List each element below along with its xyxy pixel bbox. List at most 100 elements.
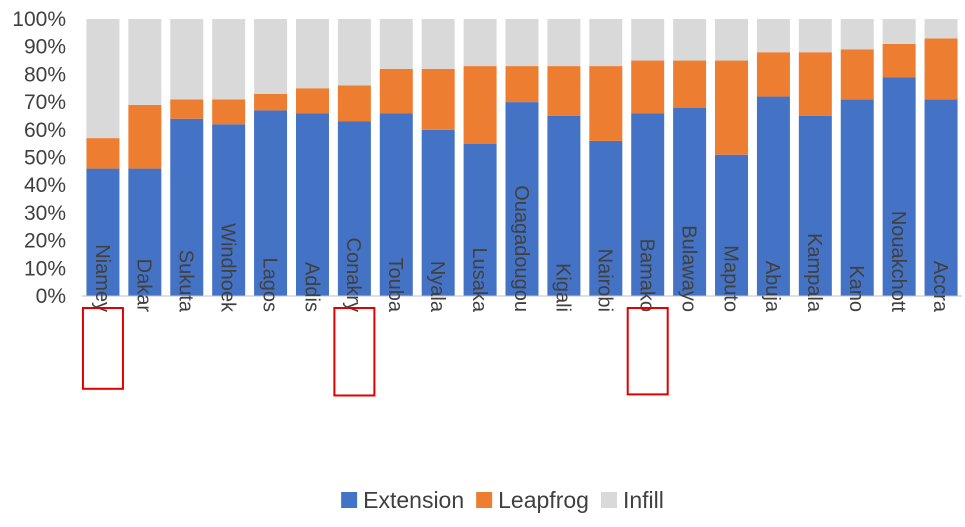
bar-extension-lagos (254, 110, 288, 296)
x-tick-label-nouakchott: Nouakchott (887, 211, 909, 313)
bar-extension-accra (924, 99, 958, 296)
bar-leapfrog-nyala (421, 68, 455, 130)
bar-leapfrog-sukuta (170, 99, 204, 119)
bar-infill-bamako (631, 19, 665, 61)
bar-leapfrog-bulawayo (673, 60, 707, 108)
legend-item-leapfrog: Leapfrog (476, 487, 589, 513)
bar-infill-kigali (547, 19, 581, 67)
x-tick-label-abuja: Abuja (761, 261, 783, 313)
bar-leapfrog-niamey (86, 138, 120, 169)
legend-label-extension: Extension (363, 487, 464, 513)
bar-infill-abuja (756, 19, 790, 53)
bar-leapfrog-maputo (715, 60, 749, 155)
y-tick-label: 20% (24, 230, 66, 253)
bar-extension-kigali (547, 115, 581, 296)
x-tick-label-niamey: Niamey (91, 244, 113, 312)
y-tick-label: 0% (36, 285, 66, 308)
bar-extension-nyala (421, 129, 455, 296)
y-tick-labels: 0% 10% 20% 30% 40% 50% 60% 70% 80% 90% 100% (12, 8, 66, 308)
bar-infill-kampala (798, 19, 832, 53)
bar-infill-bulawayo (673, 19, 707, 61)
y-tick-label: 30% (24, 202, 66, 225)
bar-leapfrog-lusaka (463, 66, 497, 144)
bar-extension-maputo (715, 154, 749, 296)
y-tick-label: 10% (24, 257, 66, 280)
bar-infill-accra (924, 19, 958, 39)
bar-leapfrog-nouakchott (882, 43, 916, 78)
bar-infill-ouagadougou (505, 19, 539, 67)
bar-leapfrog-bamako (631, 60, 665, 114)
x-tick-label-accra: Accra (929, 261, 951, 313)
legend-label-leapfrog: Leapfrog (498, 487, 589, 513)
y-tick-label: 90% (24, 36, 66, 59)
bar-leapfrog-kano (840, 49, 874, 100)
x-tick-label-windhoek: Windhoek (216, 223, 238, 313)
bar-extension-lusaka (463, 143, 497, 296)
bar-leapfrog-lagos (254, 93, 288, 111)
x-tick-label-lusaka: Lusaka (468, 248, 490, 313)
x-tick-label-addis: Addis (300, 262, 322, 312)
legend-item-extension: Extension (341, 487, 464, 513)
legend-swatch-extension (341, 492, 358, 508)
bar-leapfrog-kigali (547, 66, 581, 116)
bar-extension-dakar (128, 168, 162, 296)
bar-infill-nyala (421, 19, 455, 69)
x-tick-label-sukuta: Sukuta (175, 250, 197, 313)
x-tick-label-conakry: Conakry (342, 238, 364, 312)
bar-infill-lagos (254, 19, 288, 94)
bar-infill-windhoek (212, 19, 246, 100)
x-tick-label-kano: Kano (845, 265, 867, 312)
legend: Extension Leapfrog Infill (341, 487, 664, 513)
x-tick-label-kampala: Kampala (803, 233, 825, 313)
bar-infill-maputo (715, 19, 749, 61)
y-tick-label: 40% (24, 174, 66, 197)
x-tick-labels: Niamey Dakar Sukuta Windhoek Lagos Addis Conak… (91, 185, 951, 313)
y-tick-label: 50% (24, 147, 66, 170)
bar-infill-kano (840, 19, 874, 50)
bar-extension-sukuta (170, 118, 204, 296)
x-tick-label-dakar: Dakar (133, 259, 155, 313)
legend-swatch-infill (600, 492, 617, 508)
y-tick-label: 80% (24, 63, 66, 86)
bar-extension-ouagadougou (505, 102, 539, 296)
x-tick-label-nyala: Nyala (426, 261, 448, 313)
bar-extension-bulawayo (673, 107, 707, 296)
highlight-box-niamey (81, 307, 124, 390)
x-tick-label-bamako: Bamako (636, 239, 658, 312)
x-tick-label-nairobi: Nairobi (594, 249, 616, 312)
highlight-box-conakry (333, 307, 376, 397)
bar-extension-addis (295, 113, 329, 297)
bar-infill-dakar (128, 19, 162, 105)
x-tick-label-ouagadougou: Ouagadougou (510, 185, 532, 312)
x-tick-label-lagos: Lagos (258, 258, 280, 313)
bar-extension-windhoek (212, 124, 246, 296)
bar-infill-lusaka (463, 19, 497, 67)
bar-leapfrog-abuja (756, 52, 790, 97)
bar-infill-nairobi (589, 19, 623, 67)
bar-extension-abuja (756, 96, 790, 296)
highlight-box-bamako (626, 307, 669, 396)
bar-infill-conakry (337, 19, 371, 86)
bar-leapfrog-kampala (798, 52, 832, 116)
bar-infill-nouakchott (882, 19, 916, 44)
highlight-boxes (81, 307, 669, 397)
x-tick-label-bulawayo: Bulawayo (677, 225, 699, 312)
bar-infill-niamey (86, 19, 120, 139)
x-tick-label-maputo: Maputo (719, 245, 741, 312)
bar-leapfrog-ouagadougou (505, 66, 539, 103)
bar-leapfrog-touba (379, 68, 413, 114)
y-tick-label: 100% (12, 8, 66, 31)
x-tick-label-touba: Touba (384, 258, 406, 313)
bar-extension-niamey (86, 168, 120, 296)
bar-infill-sukuta (170, 19, 204, 100)
bar-leapfrog-nairobi (589, 66, 623, 141)
legend-item-infill: Infill (600, 487, 664, 513)
bar-leapfrog-addis (295, 88, 329, 114)
bar-infill-addis (295, 19, 329, 89)
bar-leapfrog-dakar (128, 104, 162, 169)
bar-extension-kampala (798, 115, 832, 296)
bar-leapfrog-conakry (337, 85, 371, 122)
bar-extension-nouakchott (882, 77, 916, 296)
